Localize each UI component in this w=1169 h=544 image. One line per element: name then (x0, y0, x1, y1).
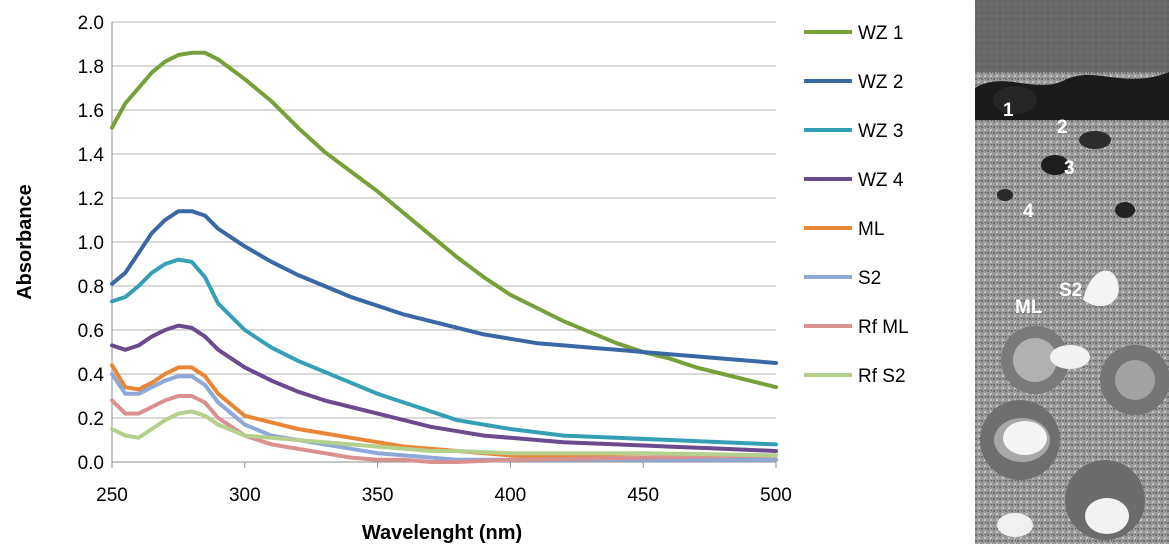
legend-label-wz-1: WZ 1 (858, 23, 903, 44)
x-tick-label: 300 (229, 485, 261, 506)
legend-label-s2: S2 (858, 268, 881, 289)
legend-label-wz-3: WZ 3 (858, 121, 903, 142)
x-axis: 250 300 350 400 450 500 (96, 462, 792, 506)
gridlines (112, 21, 776, 463)
micrograph-label-1: 1 (1003, 100, 1014, 121)
y-tick-label: 1.8 (78, 57, 104, 78)
absorbance-chart: 0.0 0.2 0.4 0.6 0.8 1.0 1.2 1.4 1.6 1.8 2.0 250 300… (14, 13, 909, 544)
x-tick-label: 500 (760, 485, 792, 506)
x-tick-label: 450 (627, 485, 659, 506)
y-axis-title: Absorbance (14, 184, 36, 300)
series-line-wz-2 (110, 209, 778, 365)
micrograph-label-3: 3 (1064, 158, 1075, 179)
y-tick-label: 2.0 (78, 13, 104, 34)
legend-label-rf-s2: Rf S2 (858, 366, 906, 387)
y-tick-label: 1.0 (78, 233, 104, 254)
legend-label-ml: ML (858, 219, 884, 240)
series-line-wz-4 (110, 323, 778, 453)
y-tick-label: 1.6 (78, 101, 104, 122)
legend: WZ 1 WZ 2 WZ 3 WZ 4 ML S2 Rf ML Rf S2 (804, 23, 909, 387)
micrograph-image: 1 2 3 4 S2 ML (975, 0, 1169, 544)
series-line-rf-s2 (110, 409, 778, 458)
y-tick-label: 0.2 (78, 409, 104, 430)
y-tick-label: 0.6 (78, 321, 104, 342)
legend-label-wz-4: WZ 4 (858, 170, 904, 191)
x-tick-label: 250 (96, 485, 128, 506)
series-line-s2 (110, 372, 778, 462)
y-tick-label: 1.4 (78, 145, 105, 166)
x-tick-label: 400 (495, 485, 527, 506)
x-tick-label: 350 (362, 485, 394, 506)
y-tick-label: 0.4 (78, 365, 105, 386)
micrograph-texture (975, 0, 1169, 544)
y-tick-label: 0.0 (78, 453, 104, 474)
legend-label-rf-ml: Rf ML (858, 317, 909, 338)
micrograph-label-4: 4 (1023, 201, 1034, 222)
micrograph-label-2: 2 (1057, 117, 1068, 138)
legend-label-wz-2: WZ 2 (858, 72, 903, 93)
series-lines (110, 50, 778, 464)
series-line-rf-ml (110, 394, 778, 464)
micrograph-label-s2: S2 (1059, 280, 1083, 301)
series-line-wz-3 (110, 257, 778, 447)
y-tick-label: 1.2 (78, 189, 104, 210)
y-axis: 0.0 0.2 0.4 0.6 0.8 1.0 1.2 1.4 1.6 1.8 2.0 (78, 13, 113, 474)
y-tick-label: 0.8 (78, 277, 104, 298)
x-axis-title: Wavelenght (nm) (362, 522, 522, 544)
micrograph-label-ml: ML (1015, 297, 1043, 318)
